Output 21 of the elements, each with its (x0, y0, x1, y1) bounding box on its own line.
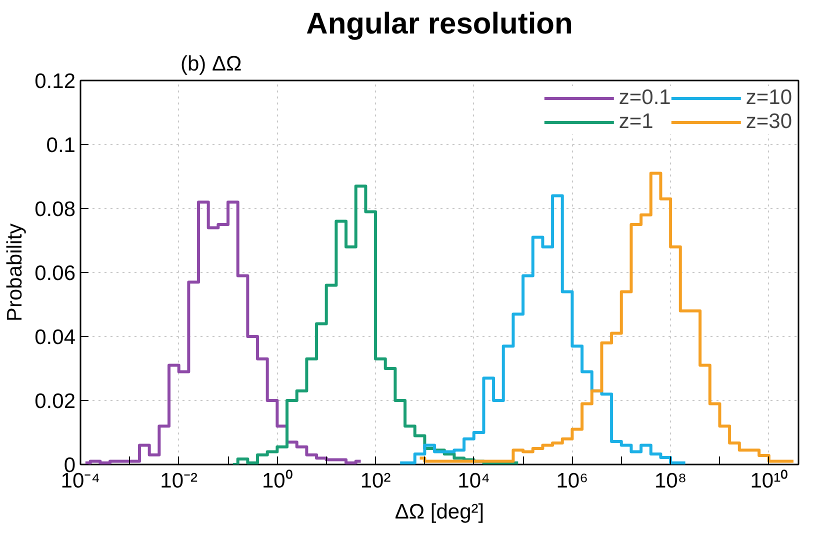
y-tick-label: 0.06 (34, 262, 76, 285)
x-tick-label: 10⁶ (556, 470, 588, 492)
legend-label: z=1 (618, 110, 654, 134)
x-tick-label: 10¹⁰ (750, 470, 788, 492)
x-tick-label: 10⁴ (458, 470, 490, 492)
y-tick-label: 0.02 (34, 390, 76, 413)
x-tick-label: 10² (360, 470, 391, 492)
chart-title: Angular resolution (306, 8, 573, 40)
x-tick-label: 10⁻² (160, 470, 198, 492)
y-tick-label: 0.1 (46, 134, 76, 157)
x-tick-label: 10⁸ (654, 470, 687, 492)
y-axis-title: Probability (4, 222, 27, 322)
legend-label: z=10 (746, 86, 792, 110)
legend-label: z=0.1 (618, 86, 671, 110)
y-tick-label: 0.04 (34, 326, 76, 349)
x-tick-label: 10⁰ (262, 470, 292, 492)
y-tick-label: 0.08 (34, 198, 76, 221)
x-axis-title: ΔΩ [deg²] (394, 500, 484, 524)
y-tick-label: 0.12 (34, 70, 76, 93)
text: (b) ΔΩ (180, 52, 242, 76)
legend-label: z=30 (746, 110, 792, 134)
